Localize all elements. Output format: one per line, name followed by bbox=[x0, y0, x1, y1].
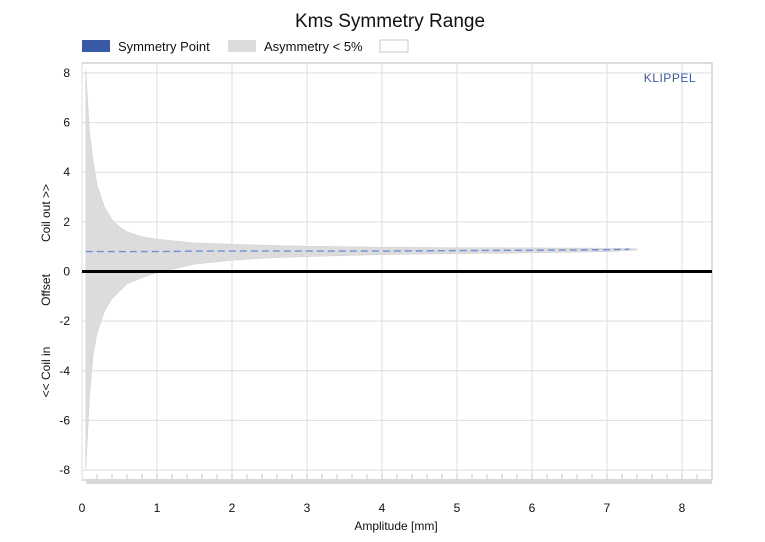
plot-area: KLIPPEL bbox=[81, 62, 713, 484]
y-tick-label: 4 bbox=[63, 165, 70, 179]
y-tick-label: -8 bbox=[59, 463, 70, 477]
y-tick-label: 0 bbox=[63, 265, 70, 279]
y-axis-label-coil-in: << Coil in bbox=[39, 347, 53, 398]
x-tick-label: 7 bbox=[604, 501, 611, 515]
x-tick-label: 5 bbox=[454, 501, 461, 515]
x-axis-label: Amplitude [mm] bbox=[354, 519, 437, 533]
legend-swatch-symmetry-point bbox=[82, 40, 110, 52]
legend-swatch-empty bbox=[379, 39, 409, 53]
x-tick-label: 1 bbox=[154, 501, 161, 515]
x-tick-label: 0 bbox=[79, 501, 86, 515]
bottom-scale-bar bbox=[86, 474, 712, 484]
x-tick-label: 8 bbox=[679, 501, 686, 515]
y-tick-label: -4 bbox=[59, 364, 70, 378]
x-tick-label: 3 bbox=[304, 501, 311, 515]
asymmetry-band bbox=[85, 70, 638, 471]
y-tick-label: -6 bbox=[59, 413, 70, 427]
chart-title: Kms Symmetry Range bbox=[295, 11, 485, 32]
y-tick-label: 6 bbox=[63, 116, 70, 130]
y-tick-label: -2 bbox=[59, 314, 70, 328]
legend-swatch-asymmetry bbox=[228, 40, 256, 52]
legend: Symmetry Point Asymmetry < 5% bbox=[82, 39, 409, 54]
scale-bar bbox=[86, 479, 712, 484]
y-axis-label-offset: Offset bbox=[39, 273, 53, 305]
x-axis-ticks: 0 1 2 3 4 5 6 7 8 bbox=[79, 501, 686, 515]
x-tick-label: 6 bbox=[529, 501, 536, 515]
y-axis-ticks: 8 6 4 2 0 -2 -4 -6 -8 bbox=[59, 66, 70, 477]
legend-label-asymmetry: Asymmetry < 5% bbox=[264, 39, 363, 54]
x-tick-label: 4 bbox=[379, 501, 386, 515]
y-tick-label: 2 bbox=[63, 215, 70, 229]
klippel-watermark: KLIPPEL bbox=[644, 71, 696, 85]
legend-label-symmetry-point: Symmetry Point bbox=[118, 39, 210, 54]
symmetry-point-line bbox=[85, 248, 630, 253]
x-tick-label: 2 bbox=[229, 501, 236, 515]
y-tick-label: 8 bbox=[63, 66, 70, 80]
y-axis-label-coil-out: Coil out >> bbox=[39, 184, 53, 242]
